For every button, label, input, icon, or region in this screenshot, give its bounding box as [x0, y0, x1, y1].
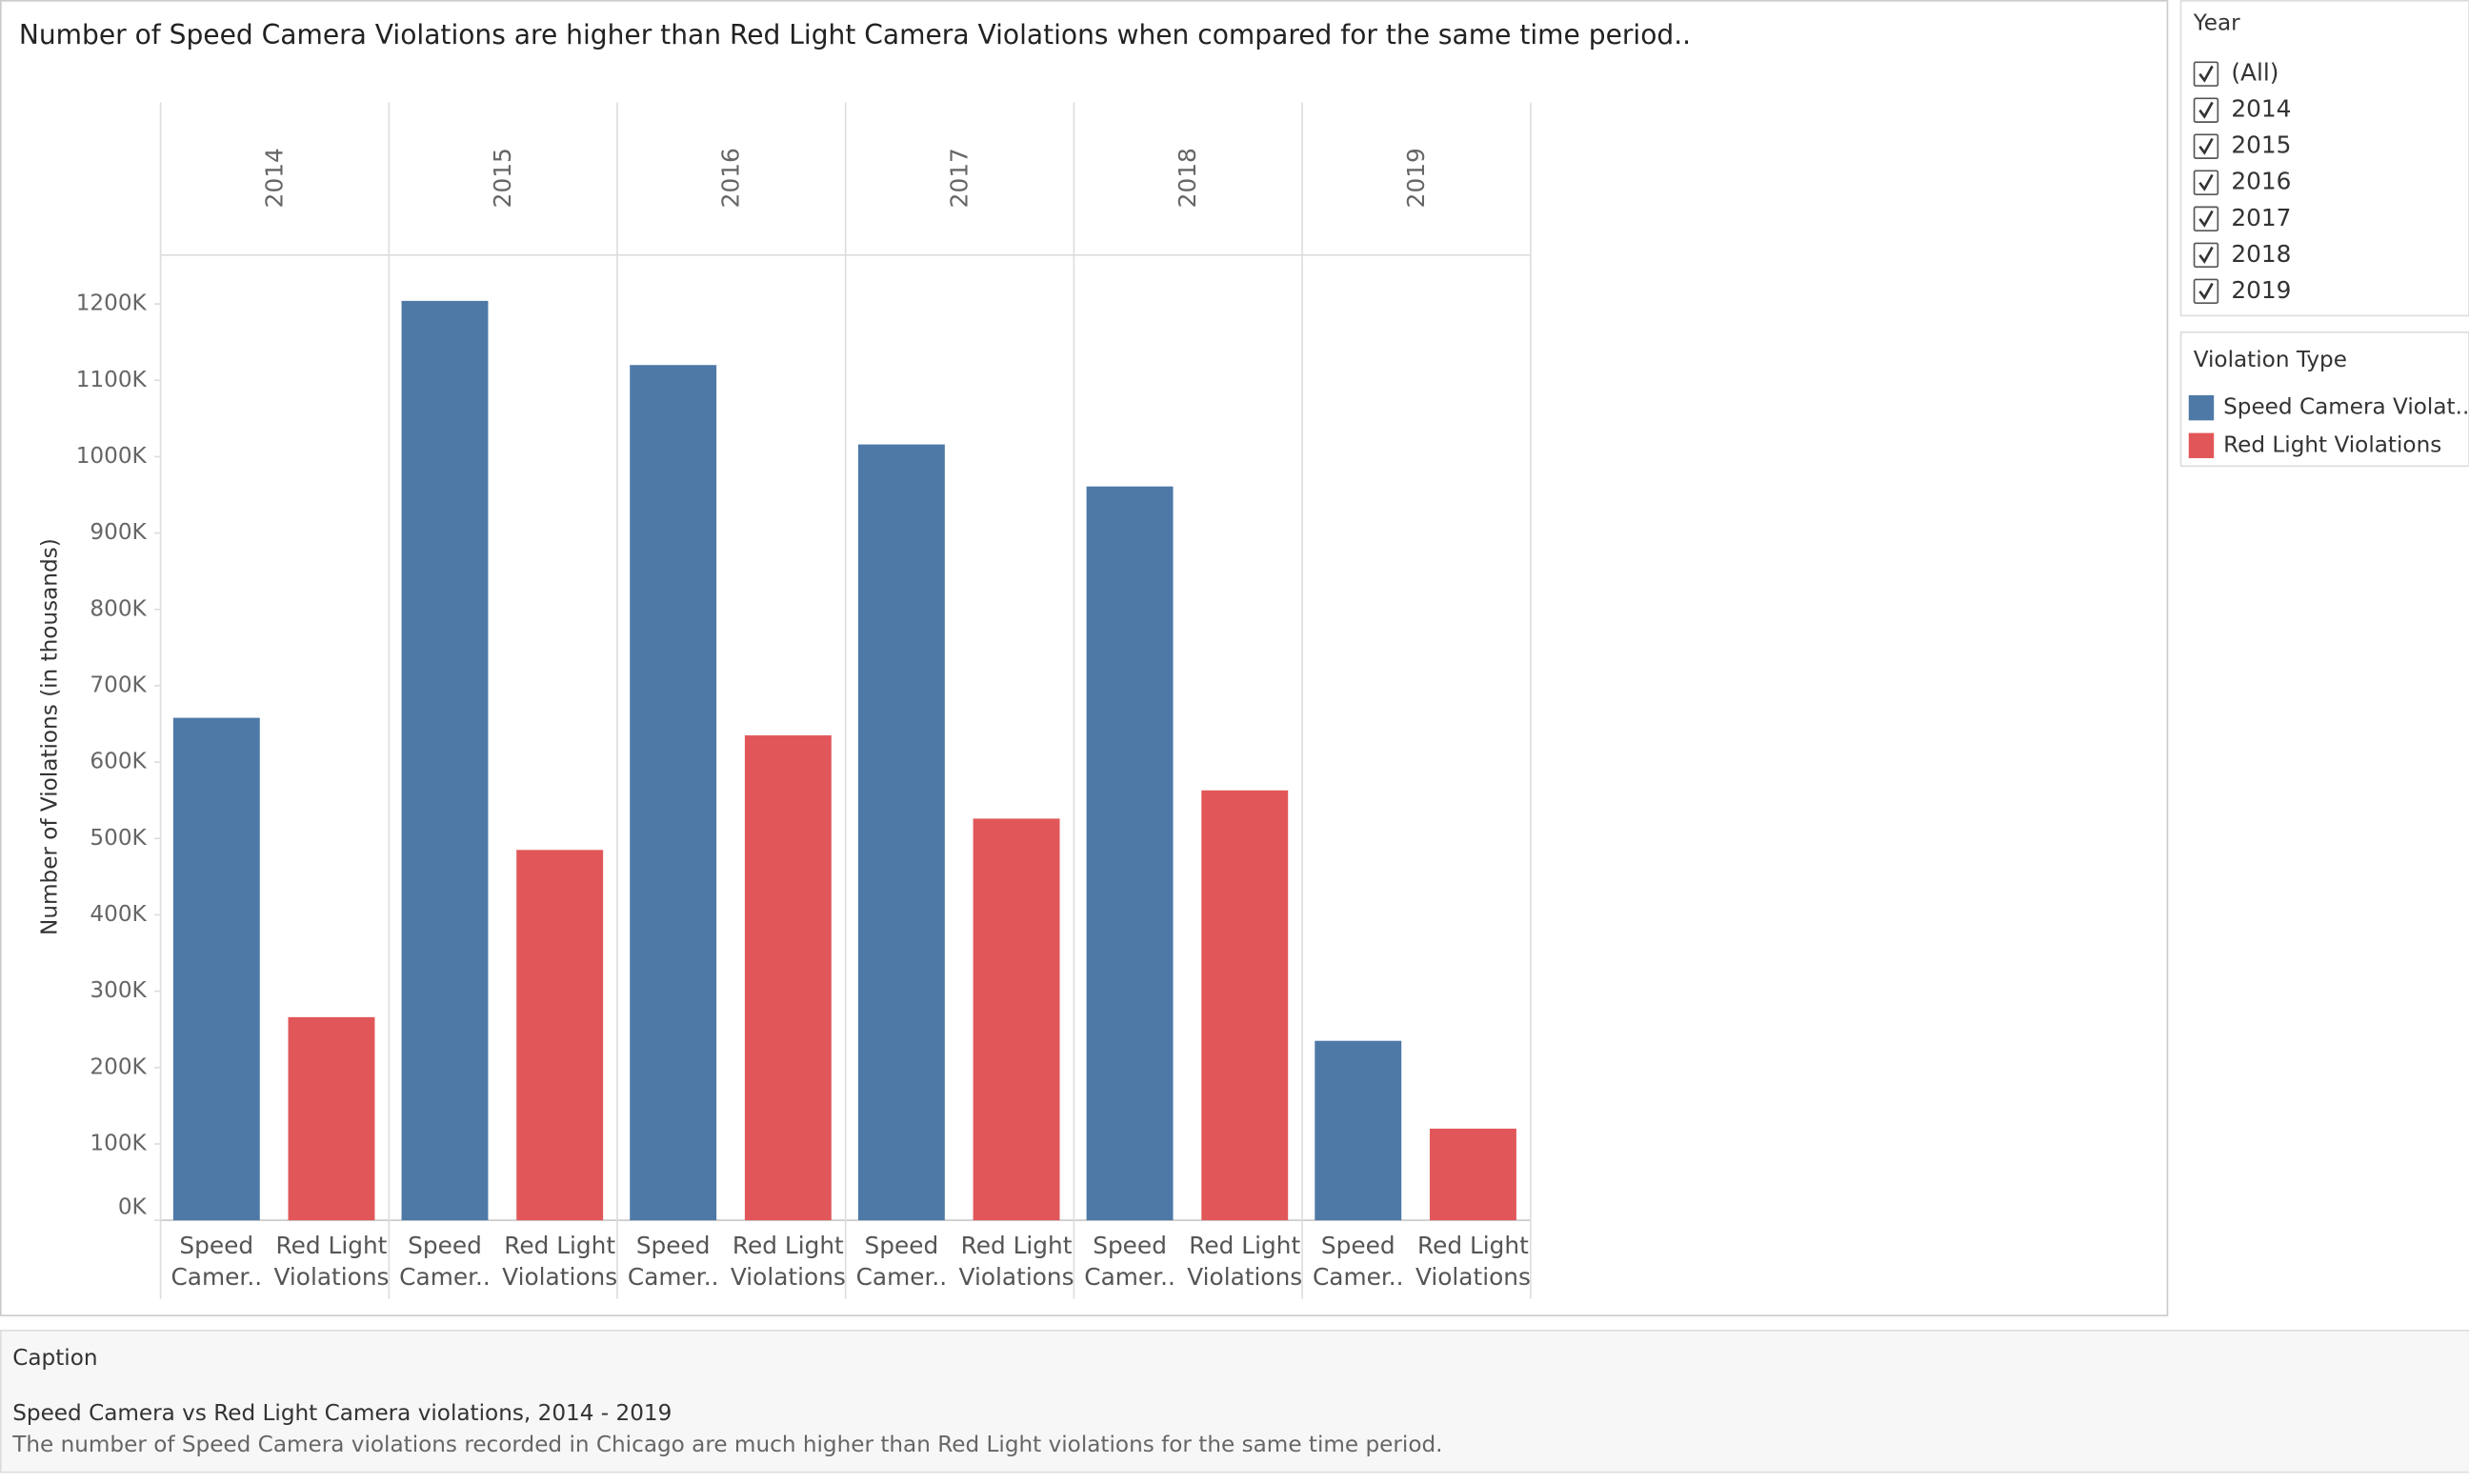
- x-tick-label-box: Red Light Violations: [1415, 1231, 1531, 1292]
- y-tick-label: 1100K: [76, 368, 148, 392]
- x-tick-label-box: Speed Camer..: [399, 1231, 491, 1292]
- checkmark: [2198, 173, 2214, 191]
- chart-title: Number of Speed Camera Violations are hi…: [19, 19, 1691, 50]
- x-tick-label: Speed Camer..: [855, 1231, 948, 1292]
- y-tick-label: 500K: [90, 826, 147, 851]
- legend-swatch: [2188, 394, 2215, 421]
- y-tick-label: 300K: [90, 978, 147, 1003]
- column-header: 2015: [489, 148, 516, 208]
- filter-item: (All): [2231, 59, 2278, 87]
- checkbox: [2193, 170, 2219, 195]
- legend: [2179, 331, 2469, 468]
- legend-label: Speed Camera Violat..: [2223, 395, 2469, 420]
- legend-swatch: [2188, 432, 2215, 459]
- x-tick-label-box: Speed Camer..: [627, 1231, 719, 1292]
- checkbox: [2193, 206, 2219, 231]
- y-tick-label: 200K: [90, 1054, 147, 1079]
- bar: [401, 300, 489, 1221]
- checkmark: [2198, 65, 2214, 83]
- x-tick-label: Red Light Violations: [730, 1231, 846, 1292]
- column-header: 2018: [1174, 148, 1201, 208]
- checkbox: [2193, 97, 2219, 123]
- x-tick-label-box: Red Light Violations: [502, 1231, 618, 1292]
- y-axis-title: Number of Violations (in thousands): [37, 538, 62, 935]
- filter-item: 2015: [2231, 131, 2291, 159]
- x-tick-label: Red Light Violations: [958, 1231, 1074, 1292]
- checkbox: [2193, 133, 2219, 159]
- y-tick-label: 1000K: [76, 444, 148, 469]
- bar: [1201, 790, 1289, 1221]
- bar: [857, 444, 945, 1221]
- y-tick-label: 0K: [118, 1194, 148, 1219]
- y-tick-label: 700K: [90, 672, 147, 697]
- x-tick-label: Speed Camer..: [1084, 1231, 1175, 1292]
- year-filter: [2179, 0, 2469, 317]
- column-header: 2016: [717, 148, 745, 208]
- x-tick-label: Speed Camer..: [1312, 1231, 1404, 1292]
- x-tick-label-box: Red Light Violations: [958, 1231, 1074, 1292]
- checkbox: [2193, 61, 2219, 87]
- bar: [630, 365, 717, 1221]
- y-tick-label: 400K: [90, 902, 147, 927]
- caption-title: Speed Camera vs Red Light Camera violati…: [12, 1401, 672, 1426]
- x-tick-label-box: Speed Camer..: [855, 1231, 948, 1292]
- x-tick-label-box: Red Light Violations: [1187, 1231, 1303, 1292]
- x-tick-label-box: Red Light Violations: [273, 1231, 390, 1292]
- x-tick-label: Speed Camer..: [627, 1231, 719, 1292]
- caption-text: The number of Speed Camera violations re…: [11, 1433, 1442, 1457]
- filter-item: 2018: [2231, 240, 2291, 268]
- checkmark: [2198, 282, 2214, 300]
- bar: [288, 1016, 375, 1221]
- checkmark: [2198, 137, 2214, 155]
- x-tick-label: Red Light Violations: [1415, 1231, 1531, 1292]
- y-tick-label: 1200K: [76, 291, 148, 316]
- bar: [172, 717, 260, 1221]
- filter-item: 2016: [2231, 168, 2291, 195]
- x-tick-label: Speed Camer..: [171, 1231, 263, 1292]
- bar: [1429, 1128, 1516, 1221]
- column-header: 2014: [260, 148, 288, 208]
- checkbox: [2193, 242, 2219, 269]
- bar: [1315, 1040, 1402, 1221]
- y-tick-label: 900K: [90, 520, 147, 545]
- filter-title: Year: [2193, 10, 2240, 35]
- x-tick-label-box: Speed Camer..: [1084, 1231, 1175, 1292]
- bar: [516, 850, 604, 1221]
- legend-title: Violation Type: [2194, 348, 2347, 372]
- filter-item: 2017: [2231, 204, 2291, 231]
- x-tick-label: Red Light Violations: [1187, 1231, 1303, 1292]
- x-tick-label: Red Light Violations: [502, 1231, 618, 1292]
- checkmark: [2198, 210, 2214, 228]
- x-tick-label: Red Light Violations: [273, 1231, 390, 1292]
- bar: [1086, 486, 1174, 1221]
- legend-label: Red Light Violations: [2223, 432, 2441, 457]
- x-tick-label-box: Speed Camer..: [1312, 1231, 1404, 1292]
- bar: [973, 818, 1060, 1221]
- x-tick-label-box: Red Light Violations: [730, 1231, 846, 1292]
- checkmark: [2198, 101, 2214, 119]
- checkmark: [2198, 246, 2214, 264]
- y-tick-label: 600K: [90, 750, 147, 774]
- filter-item: 2019: [2231, 276, 2291, 304]
- bar: [744, 735, 832, 1221]
- y-tick-label: 100K: [90, 1131, 147, 1155]
- filter-item: 2014: [2231, 95, 2291, 123]
- x-tick-label: Speed Camer..: [399, 1231, 491, 1292]
- caption-heading: Caption: [12, 1346, 97, 1371]
- y-tick-label: 800K: [90, 596, 147, 621]
- column-header: 2017: [945, 148, 973, 208]
- x-tick-label-box: Speed Camer..: [171, 1231, 263, 1292]
- caption-panel: [0, 1330, 2469, 1474]
- column-header: 2019: [1402, 148, 1430, 208]
- checkbox: [2193, 278, 2219, 305]
